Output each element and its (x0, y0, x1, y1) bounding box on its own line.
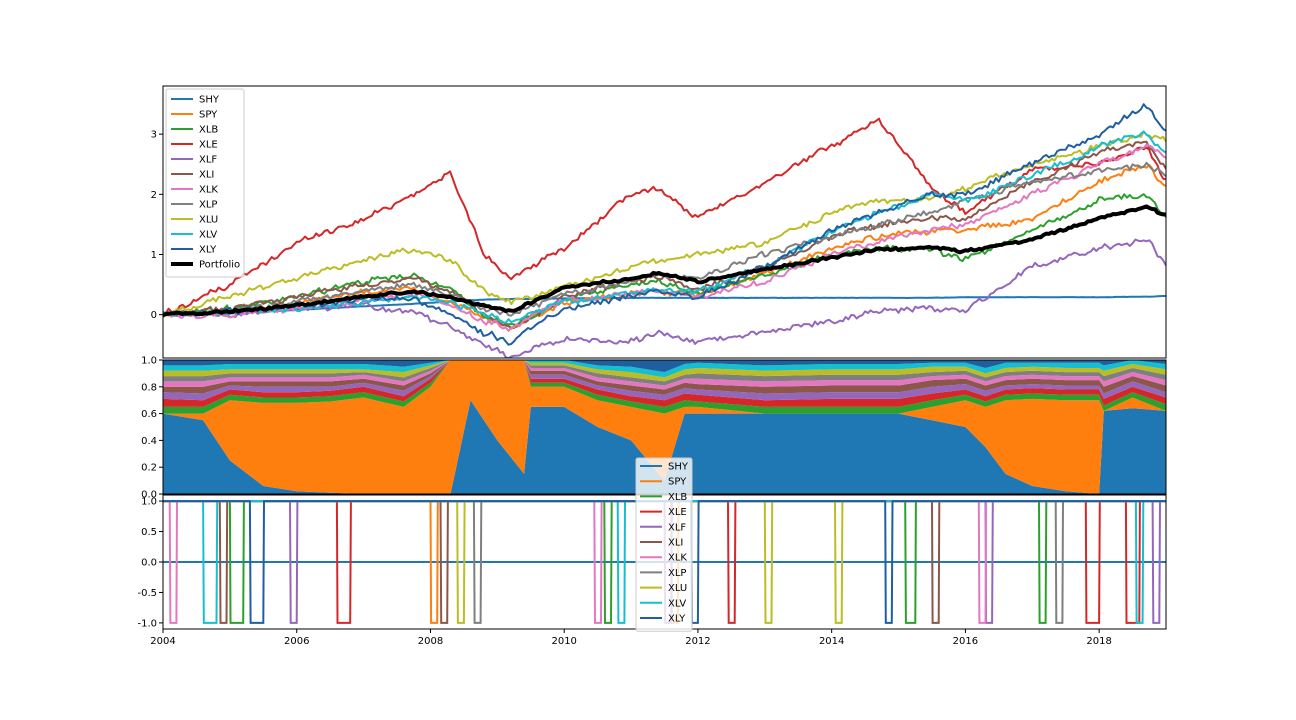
legend2-label-xlk: XLK (668, 553, 687, 564)
legend2-label-xle: XLE (668, 507, 687, 518)
p3-legend: SHY SPY XLB XLE XLF XLI XLK XLP XLU XLV XLY (635, 457, 693, 632)
p3-ytick-label: 0.0 (141, 558, 157, 569)
legend-label-xlb: XLB (199, 125, 218, 136)
p1-ytick-label: 2 (151, 190, 157, 201)
legend-label-spy: SPY (199, 110, 218, 121)
p1-series-group (163, 103, 1166, 358)
area-xly (163, 360, 1166, 373)
p1-legend: SHY SPY XLB XLE XLF XLI XLK XLP XLU XLV XLY Portfol… (165, 88, 245, 278)
area-shy (163, 400, 1166, 494)
p3-x-axis: 2004 2006 2008 2010 2012 2014 2016 2018 (150, 629, 1112, 647)
area-xlv (163, 360, 1166, 378)
legend2-label-xlb: XLB (668, 492, 687, 503)
legend2-label-xlu: XLU (668, 583, 687, 594)
p3-ytick-label: 1.0 (141, 497, 157, 508)
p3-series-group (163, 500, 1166, 624)
p2-ytick-label: 1.0 (141, 356, 157, 367)
xtick-label: 2004 (150, 636, 175, 647)
legend-label-portfolio: Portfolio (199, 260, 240, 271)
xtick-label: 2010 (551, 636, 576, 647)
legend-label-xlu: XLU (199, 215, 218, 226)
p2-y-axis: 0.0 0.2 0.4 0.6 0.8 1.0 (141, 356, 163, 501)
legend2-label-xlf: XLF (668, 522, 686, 533)
legend2-label-shy: SHY (668, 462, 689, 473)
panel-cumulative-returns: 0 1 2 3 SHY SPY XLB XLE XLF XLI XLK XLP XLU XLV XLY Po… (151, 85, 1167, 359)
p2-series-group (163, 360, 1166, 494)
p2-ytick-label: 0.2 (141, 463, 157, 474)
p1-axes-frame (162, 85, 1167, 359)
area-xlk (163, 360, 1166, 390)
xtick-label: 2012 (685, 636, 710, 647)
p2-ytick-label: 0.4 (141, 436, 157, 447)
p1-y-axis: 0 1 2 3 (151, 130, 163, 321)
xtick-label: 2014 (819, 636, 844, 647)
line-xlu (163, 130, 1166, 316)
legend2-label-spy: SPY (668, 477, 687, 488)
signal-xlv (163, 500, 1166, 624)
legend2-label-xlp: XLP (668, 568, 686, 579)
area-xlp (163, 360, 1166, 386)
legend-label-shy: SHY (199, 95, 220, 106)
legend-label-xlv: XLV (199, 230, 217, 241)
p2-ytick-label: 0.6 (141, 409, 157, 420)
p3-ytick-label: -1.0 (137, 618, 157, 629)
legend2-label-xli: XLI (668, 538, 683, 549)
area-xlf (163, 360, 1166, 401)
line-xle (163, 117, 1166, 315)
legend-label-xlp: XLP (199, 200, 217, 211)
panel-signals: 1.00.50.0-0.5-1.0 2004 2006 2008 2010 2012 20… (137, 457, 1167, 647)
p3-ytick-label: -0.5 (137, 588, 157, 599)
signal-xli (163, 500, 1166, 624)
area-xli (163, 360, 1166, 395)
xtick-label: 2008 (418, 636, 443, 647)
legend-label-xle: XLE (199, 140, 218, 151)
p2-ytick-label: 0.0 (141, 490, 157, 501)
area-xlu (163, 360, 1166, 382)
legend2-label-xlv: XLV (668, 598, 686, 609)
legend-label-xlk: XLK (199, 185, 218, 196)
p3-y-axis: 1.0 0.5 0.0 -0.5 -1.0 (137, 497, 163, 629)
legend-label-xlf: XLF (199, 155, 217, 166)
xtick-label: 2018 (1086, 636, 1111, 647)
line-xlv (163, 130, 1166, 324)
xtick-label: 2006 (284, 636, 309, 647)
p1-ytick-label: 3 (151, 130, 157, 141)
p2-ytick-label: 0.8 (141, 382, 157, 393)
xtick-label: 2016 (953, 636, 978, 647)
legend2-label-xly: XLY (668, 614, 686, 625)
signal-xlu (163, 500, 1166, 624)
signal-xly (163, 500, 1166, 624)
line-portfolio (163, 204, 1166, 318)
signal-xlk (163, 500, 1166, 624)
legend-label-xli: XLI (199, 170, 214, 181)
area-spy (163, 360, 1166, 494)
p1-ytick-label: 0 (151, 310, 157, 321)
p1-legend-box (165, 88, 245, 278)
p3-ytick-label: 0.5 (141, 527, 157, 538)
p1-ytick-label: 1 (151, 250, 157, 261)
line-xlf (163, 238, 1166, 358)
legend-label-xly: XLY (199, 245, 217, 256)
